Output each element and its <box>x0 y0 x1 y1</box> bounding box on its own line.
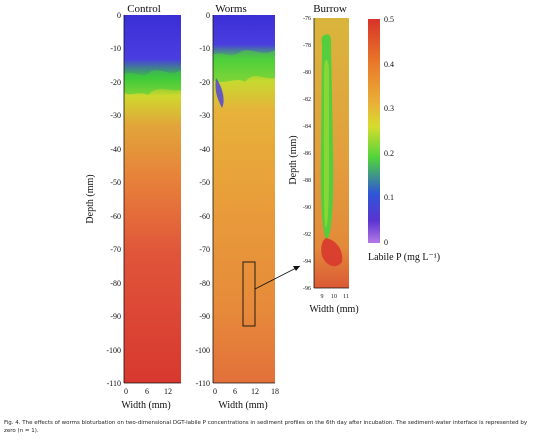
y-tick-label: -90 <box>199 312 210 321</box>
y-tick-label: -50 <box>199 178 210 187</box>
y-tick-label: -82 <box>303 97 311 103</box>
y-tick-label: -60 <box>110 212 121 221</box>
y-tick-label: -94 <box>303 259 311 265</box>
y-tick-label: 0 <box>117 11 121 20</box>
y-tick-label: -50 <box>110 178 121 187</box>
figure-caption: Fig. 4. The effects of worms bioturbatio… <box>4 420 528 434</box>
y-tick-label: -80 <box>110 279 121 288</box>
x-ticks-burrow: 9 10 11 <box>321 294 349 300</box>
y-tick-label: -40 <box>110 145 121 154</box>
x-tick-label: 18 <box>271 387 279 396</box>
colorbar-ticks: 0.5 0.4 0.3 0.2 0.1 0 <box>384 15 394 247</box>
y-tick-label: -40 <box>199 145 210 154</box>
heatmap-burrow-opening <box>215 78 224 108</box>
y-tick-label: -78 <box>303 43 311 49</box>
colorbar-tick-label: 0.3 <box>384 104 394 113</box>
x-ticks-control: 0 6 12 <box>124 387 172 396</box>
y-tick-label: -92 <box>303 232 311 238</box>
x-axis-title-burrow: Width (mm) <box>309 304 358 315</box>
y-tick-label: -96 <box>303 286 311 292</box>
colorbar-tick-label: 0.1 <box>384 193 394 202</box>
y-ticks-burrow: -76 -78 -80 -82 -84 -86 -88 -90 -92 -94 … <box>303 16 311 292</box>
y-tick-label: 0 <box>206 11 210 20</box>
y-tick-label: -80 <box>303 70 311 76</box>
y-axis-title-burrow: Depth (mm) <box>288 135 299 184</box>
zoom-arrow-head <box>293 266 300 271</box>
y-tick-label: -88 <box>303 178 311 184</box>
heatmap-interface-worms <box>213 50 275 82</box>
panel-title-burrow: Burrow <box>313 3 347 15</box>
zoom-connector-arrow <box>254 265 301 290</box>
x-axis-title-control: Width (mm) <box>121 400 170 411</box>
x-axis-title-worms: Width (mm) <box>218 400 267 411</box>
y-tick-label: -90 <box>303 205 311 211</box>
heatmap-burrow-bottom <box>321 238 343 267</box>
y-axis-title-control: Depth (mm) <box>85 174 96 223</box>
panel-burrow: Burrow -76 -78 -80 -82 -84 -86 -88 -90 -… <box>288 3 359 315</box>
panel-title-worms: Worms <box>215 3 247 15</box>
x-tick-label: 12 <box>251 387 259 396</box>
x-tick-label: 11 <box>343 294 349 300</box>
colorbar-gradient <box>368 19 380 243</box>
y-tick-label: -100 <box>106 346 121 355</box>
y-ticks-control: 0 -10 -20 -30 -40 -50 -60 -70 -80 -90 -1… <box>106 11 121 388</box>
y-ticks-worms: 0 -10 -20 -30 -40 -50 -60 -70 -80 -90 -1… <box>195 11 210 388</box>
y-tick-label: -30 <box>199 111 210 120</box>
y-tick-label: -80 <box>199 279 210 288</box>
x-ticks-worms: 0 6 12 18 <box>213 387 279 396</box>
y-tick-label: -70 <box>199 245 210 254</box>
y-tick-label: -10 <box>199 44 210 53</box>
colorbar-label: Labile P (mg L⁻¹) <box>368 252 440 263</box>
y-tick-label: -20 <box>199 78 210 87</box>
x-tick-label: 0 <box>213 387 217 396</box>
y-tick-label: -100 <box>195 346 210 355</box>
y-tick-label: -86 <box>303 151 311 157</box>
y-tick-label: -10 <box>110 44 121 53</box>
y-tick-label: -76 <box>303 16 311 22</box>
y-tick-label: -30 <box>110 111 121 120</box>
x-tick-label: 6 <box>145 387 149 396</box>
x-tick-label: 9 <box>321 294 324 300</box>
y-tick-label: -110 <box>107 379 121 388</box>
panel-worms: Worms 0 -10 -20 -30 -40 -50 -60 -70 -80 … <box>195 3 301 411</box>
colorbar-tick-label: 0.2 <box>384 149 394 158</box>
y-tick-label: -90 <box>110 312 121 321</box>
colorbar-tick-label: 0.5 <box>384 15 394 24</box>
y-tick-label: -20 <box>110 78 121 87</box>
x-tick-label: 12 <box>164 387 172 396</box>
heatmap-interface-control <box>124 70 181 95</box>
burrow-highlight-box <box>242 261 256 327</box>
colorbar-tick-label: 0.4 <box>384 60 394 69</box>
x-tick-label: 0 <box>124 387 128 396</box>
colorbar-tick-label: 0 <box>384 238 388 247</box>
heatmap-burrow-core <box>324 60 329 228</box>
heatmap-control <box>124 15 181 383</box>
y-tick-label: -70 <box>110 245 121 254</box>
x-tick-label: 10 <box>331 294 337 300</box>
y-tick-label: -110 <box>196 379 210 388</box>
panel-control: Control 0 -10 -20 -30 -40 -50 -60 -70 -8… <box>85 3 181 411</box>
panel-title-control: Control <box>127 3 161 15</box>
y-tick-label: -84 <box>303 124 311 130</box>
y-tick-label: -60 <box>199 212 210 221</box>
colorbar: 0.5 0.4 0.3 0.2 0.1 0 Labile P (mg L⁻¹) <box>368 15 440 263</box>
x-tick-label: 6 <box>233 387 237 396</box>
